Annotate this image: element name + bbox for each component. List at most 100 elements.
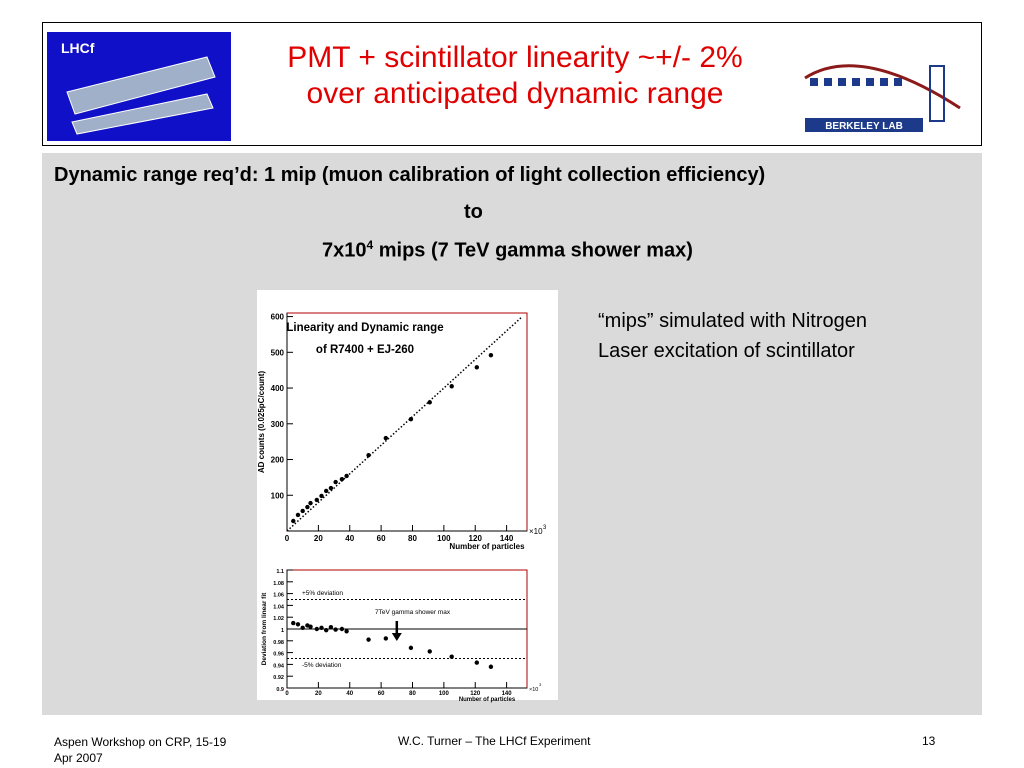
y-tick-label: 500 (271, 348, 285, 357)
x-exponent-power: 3 (543, 525, 547, 531)
data-point (291, 518, 296, 524)
data-point (449, 654, 454, 659)
x-tick-label: 60 (378, 691, 385, 697)
x-tick-label: 80 (408, 534, 417, 543)
data-point (324, 488, 329, 494)
y-tick-label: 1.04 (273, 604, 285, 610)
x-tick-label: 100 (437, 534, 451, 543)
data-point (314, 497, 320, 503)
note: “mips” simulated with Nitrogen Laser exc… (598, 306, 867, 366)
data-point (427, 400, 432, 405)
annotation: 7TeV gamma shower max (375, 609, 451, 616)
x-exponent-power: 3 (539, 682, 542, 687)
y-tick-label: 0.9 (276, 687, 284, 693)
y-tick-label: 0.92 (273, 675, 284, 681)
x-exponent: ×10 (529, 527, 543, 536)
y-axis-label: AD counts (0.025pC/count) (257, 371, 266, 474)
x-tick-label: 0 (285, 534, 290, 543)
x-tick-label: 120 (469, 534, 483, 543)
x-tick-label: 120 (470, 691, 481, 697)
data-point (408, 416, 414, 422)
y-tick-label: 600 (271, 313, 285, 322)
y-tick-label: 1.1 (276, 569, 284, 575)
data-point (488, 664, 494, 669)
y-tick-label: 1.08 (273, 581, 284, 587)
data-point (295, 622, 301, 627)
data-point (427, 649, 432, 654)
data-point (383, 636, 389, 641)
slide-title: PMT + scintillator linearity ~+/- 2% ove… (240, 40, 790, 112)
y-tick-label: 400 (271, 384, 285, 393)
x-tick-label: 80 (409, 691, 416, 697)
x-tick-label: 20 (314, 534, 323, 543)
data-point (449, 384, 454, 389)
y-tick-label: 100 (271, 491, 285, 500)
title-line: over anticipated dynamic range (306, 77, 724, 110)
logo-text: LHCf (61, 40, 95, 56)
chart-title: Linearity and Dynamic range (286, 322, 443, 334)
y-tick-label: 1 (281, 628, 284, 634)
data-point (333, 479, 338, 485)
x-exponent: ×10 (529, 687, 538, 693)
x-tick-label: 20 (315, 691, 322, 697)
data-point (314, 626, 320, 632)
chart-title: of R7400 + EJ-260 (316, 344, 414, 356)
data-point (308, 624, 313, 629)
data-point (305, 504, 310, 510)
annotation: +5% deviation (302, 590, 343, 597)
page-number: 13 (922, 734, 936, 748)
y-tick-label: 300 (271, 420, 285, 429)
data-point (328, 625, 334, 630)
header-box (42, 22, 982, 146)
lhcf-logo: LHCf (47, 32, 231, 141)
x-tick-label: 40 (345, 534, 354, 543)
body-text: to (464, 201, 483, 223)
data-point (295, 512, 301, 518)
data-point (291, 620, 296, 626)
note-line: “mips” simulated with Nitrogen (598, 310, 867, 332)
text-part: mips (7 TeV gamma shower max) (373, 239, 693, 262)
data-point (328, 485, 334, 491)
body-text: Dynamic range req’d: 1 mip (muon calibra… (54, 164, 766, 186)
data-point (488, 352, 494, 358)
data-point (344, 629, 349, 634)
data-point (344, 473, 349, 479)
data-point (319, 493, 324, 499)
footer-center: W.C. Turner – The LHCf Experiment (398, 734, 591, 748)
data-point (474, 365, 480, 370)
x-tick-label: 140 (500, 534, 514, 543)
data-point (300, 508, 305, 514)
x-axis-label: Number of particles (459, 697, 516, 703)
annotation: -5% deviation (302, 662, 342, 669)
data-point (366, 637, 371, 642)
title-line: PMT + scintillator linearity ~+/- 2% (287, 41, 743, 74)
body-text: 7x104 mips (7 TeV gamma shower max) (322, 238, 693, 263)
x-tick-label: 60 (377, 534, 386, 543)
arrow-head (391, 633, 402, 641)
chart-background (257, 290, 558, 700)
logo-art (66, 56, 216, 135)
text-part: 7x10 (322, 239, 367, 262)
note-line: Laser excitation of scintillator (598, 340, 855, 362)
data-point (339, 626, 345, 632)
data-point (383, 435, 389, 441)
data-point (366, 453, 371, 458)
y-tick-label: 0.94 (273, 663, 285, 669)
y-tick-label: 0.98 (273, 640, 284, 646)
footer-line: Apr 2007 (54, 751, 103, 765)
x-axis-label: Number of particles (449, 542, 525, 551)
data-point (474, 660, 480, 665)
berkeley-logo: BERKELEY LAB (804, 64, 961, 132)
logo-text: BERKELEY LAB (825, 121, 903, 132)
y-tick-label: 200 (271, 456, 285, 465)
data-point (308, 500, 313, 506)
data-point (339, 476, 345, 482)
footer-left: Aspen Workshop on CRP, 15-19 Apr 2007 (54, 734, 226, 766)
data-point (300, 625, 305, 631)
fit-line (286, 316, 523, 532)
footer-line: Aspen Workshop on CRP, 15-19 (54, 735, 227, 749)
data-point (319, 625, 324, 631)
data-point (333, 627, 338, 632)
